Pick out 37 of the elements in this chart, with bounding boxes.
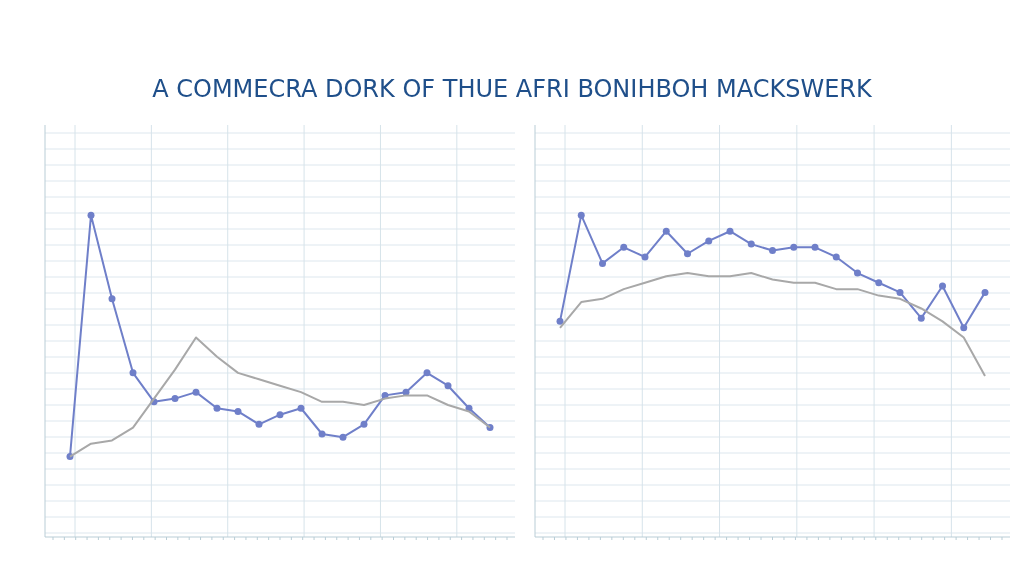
point (960, 324, 968, 332)
point (620, 243, 628, 251)
point (234, 407, 242, 415)
point (790, 243, 798, 251)
point (769, 247, 776, 255)
point (641, 253, 649, 261)
point (811, 243, 819, 251)
point (875, 279, 883, 287)
point (662, 227, 670, 235)
point (192, 388, 200, 396)
point (276, 411, 284, 419)
point (599, 259, 606, 267)
point (318, 430, 326, 438)
point (939, 282, 946, 290)
point (444, 382, 452, 390)
point (556, 317, 564, 325)
point (832, 253, 840, 261)
point (747, 240, 755, 248)
point (896, 288, 904, 296)
point (171, 395, 179, 403)
point (705, 237, 713, 245)
point (684, 250, 691, 258)
point (423, 369, 431, 377)
point (981, 288, 989, 296)
point (339, 433, 347, 441)
point (213, 404, 221, 412)
point (854, 269, 861, 277)
point (87, 211, 95, 219)
point (297, 404, 305, 412)
point (108, 295, 116, 303)
point (917, 314, 925, 322)
point (129, 369, 137, 377)
point (255, 420, 263, 428)
point (360, 420, 368, 428)
point (577, 211, 585, 219)
point (726, 227, 734, 235)
chart-title: A COMMECRA DORK OF THUE AFRI BONIHBOH MACKSWERK (152, 75, 874, 103)
